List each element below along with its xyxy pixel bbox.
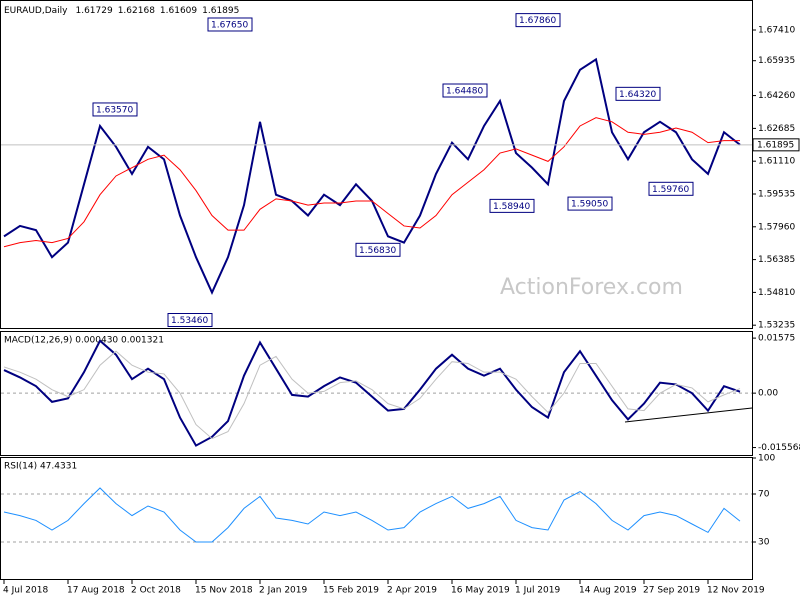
x-tick-label: 17 Aug 2018 (67, 586, 125, 596)
price-annotation-box (615, 86, 661, 101)
price-annotation: 1.63570 (96, 105, 133, 115)
rsi-title: RSI(14) 47.4331 (4, 462, 77, 472)
x-tick-label: 1 Jul 2019 (515, 586, 560, 596)
x-tick-label: 2 Oct 2018 (131, 586, 181, 596)
x-tick-label: 12 Nov 2019 (707, 586, 765, 596)
price-annotation: 1.53460 (171, 316, 208, 326)
x-tick-label: 2 Apr 2019 (387, 586, 437, 596)
price-annotation: 1.59760 (652, 185, 689, 195)
y-tick-label: 1.53235 (758, 321, 795, 331)
last-price-box (752, 138, 800, 152)
rsi-panel (0, 457, 753, 580)
close: 1.61895 (202, 6, 239, 16)
chart-title: EURAUD,Daily 1.61729 1.62168 1.61609 1.61895 (4, 6, 239, 16)
y-tick-label: 1.65935 (758, 56, 795, 66)
low: 1.61609 (160, 6, 197, 16)
price-annotation-box (515, 13, 561, 28)
price-annotation-box (92, 102, 138, 117)
x-tick-label: 4 Jul 2018 (3, 586, 48, 596)
open: 1.61729 (75, 6, 112, 16)
x-tick-label: 15 Feb 2019 (323, 586, 379, 596)
price-annotation-box (207, 17, 253, 32)
price-annotation: 1.64480 (446, 87, 483, 97)
price-annotation-box (648, 181, 694, 196)
y-tick-label: 0.00 (758, 389, 778, 399)
y-tick-label: 1.67410 (758, 25, 795, 35)
y-tick-label: 30 (758, 538, 770, 548)
price-annotation: 1.56830 (359, 246, 396, 256)
y-tick-label: 1.54810 (758, 288, 795, 298)
x-tick-label: 15 Nov 2018 (195, 586, 253, 596)
y-tick-label: 1.56385 (758, 255, 795, 265)
macd-trendline (624, 407, 753, 423)
y-tick-label: 70 (758, 490, 770, 500)
x-tick-label: 14 Aug 2019 (579, 586, 637, 596)
price-annotation: 1.59050 (571, 200, 608, 210)
price-annotation-box (567, 196, 613, 211)
high: 1.62168 (118, 6, 155, 16)
price-annotation: 1.64320 (619, 90, 656, 100)
price-annotation-box (442, 83, 488, 98)
y-tick-label: 1.64260 (758, 91, 795, 101)
macd-title: MACD(12,26,9) 0.000430 0.001321 (4, 336, 164, 346)
price-annotation: 1.67650 (211, 20, 248, 30)
price-annotation: 1.67860 (519, 16, 556, 26)
x-tick-label: 16 May 2019 (451, 586, 510, 596)
symbol: EURAUD,Daily (4, 6, 68, 16)
y-tick-label: 0.01575 (758, 334, 795, 344)
price-annotation: 1.58940 (493, 202, 530, 212)
x-tick-label: 27 Sep 2019 (643, 586, 700, 596)
series-line (3, 487, 741, 543)
y-tick-label: -0.015568 (758, 443, 800, 453)
price-annotation-box (355, 242, 401, 257)
price-annotation-box (489, 198, 535, 213)
watermark: ActionForex.com (500, 275, 683, 300)
y-tick-label: 1.59535 (758, 189, 795, 199)
series-line (3, 117, 740, 248)
y-tick-label: 100 (758, 454, 775, 464)
y-tick-label: 1.61110 (758, 157, 795, 167)
last-price-label: 1.61895 (757, 140, 794, 150)
price-panel (0, 0, 753, 329)
series-line (3, 339, 741, 447)
series-line (3, 350, 741, 440)
x-tick-label: 2 Jan 2019 (259, 586, 307, 596)
y-tick-label: 1.57960 (758, 222, 795, 232)
y-tick-label: 1.62685 (758, 124, 795, 134)
price-annotation-box (167, 313, 213, 328)
